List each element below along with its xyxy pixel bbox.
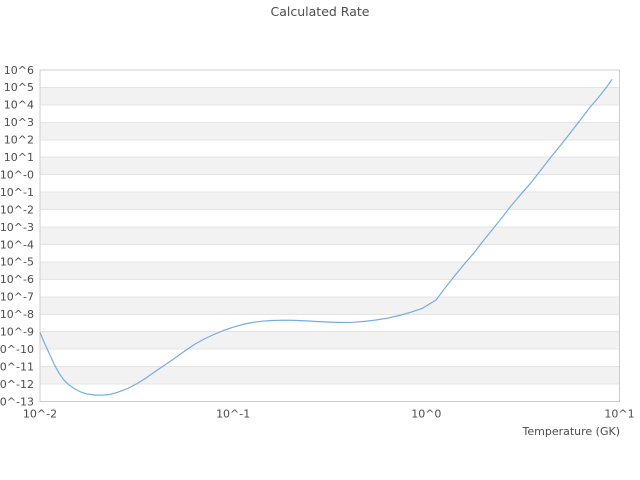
x-axis-title: Temperature (GK) (522, 425, 621, 438)
zebra-band (40, 192, 620, 210)
data-series-layer (39, 79, 613, 396)
y-tick-label: 10^-10 (0, 343, 34, 356)
gridlines-layer (39, 69, 620, 402)
zebra-band (40, 296, 620, 315)
y-tick-label: 10^-1 (0, 186, 34, 199)
zebra-band (40, 261, 620, 280)
y-tick-label: 10^-0 (0, 168, 34, 181)
y-tick-label: 10^-4 (0, 238, 34, 251)
plot-border (39, 69, 620, 402)
y-tick-label: 10^-13 (0, 395, 34, 408)
zebra-band (40, 227, 620, 245)
rate-curve (39, 79, 613, 396)
y-tick-label: 10^-3 (0, 221, 34, 234)
x-tick-label: 10^-2 (23, 408, 57, 421)
y-tick-label: 10^-12 (0, 378, 34, 391)
zebra-bands-layer (40, 87, 620, 385)
y-tick-label: 10^1 (4, 151, 34, 164)
x-tick-label: 10^0 (411, 408, 441, 421)
zebra-band (40, 122, 620, 140)
zebra-band (40, 87, 620, 105)
y-tick-label: 10^4 (4, 99, 34, 112)
y-tick-label: 10^6 (4, 64, 34, 77)
zebra-band (40, 366, 620, 385)
zebra-band (40, 157, 620, 175)
y-tick-label: 10^5 (4, 81, 34, 94)
y-tick-label: 10^3 (4, 116, 34, 129)
y-tick-label: 10^-11 (0, 360, 34, 373)
zebra-band (40, 331, 620, 350)
y-tick-label: 10^-5 (0, 256, 34, 269)
y-tick-label: 10^-8 (0, 308, 34, 321)
x-tick-label: 10^1 (604, 408, 634, 421)
y-tick-label: 10^-9 (0, 326, 34, 339)
y-tick-label: 10^-2 (0, 203, 34, 216)
y-tick-label: 10^2 (4, 134, 34, 147)
y-tick-label: 10^-7 (0, 291, 34, 304)
chart-title: Calculated Rate (270, 4, 370, 19)
y-tick-label: 10^-6 (0, 273, 34, 286)
tick-labels-layer: 10^610^510^410^310^210^110^-010^-110^-21… (0, 64, 635, 421)
x-tick-label: 10^-1 (216, 408, 250, 421)
